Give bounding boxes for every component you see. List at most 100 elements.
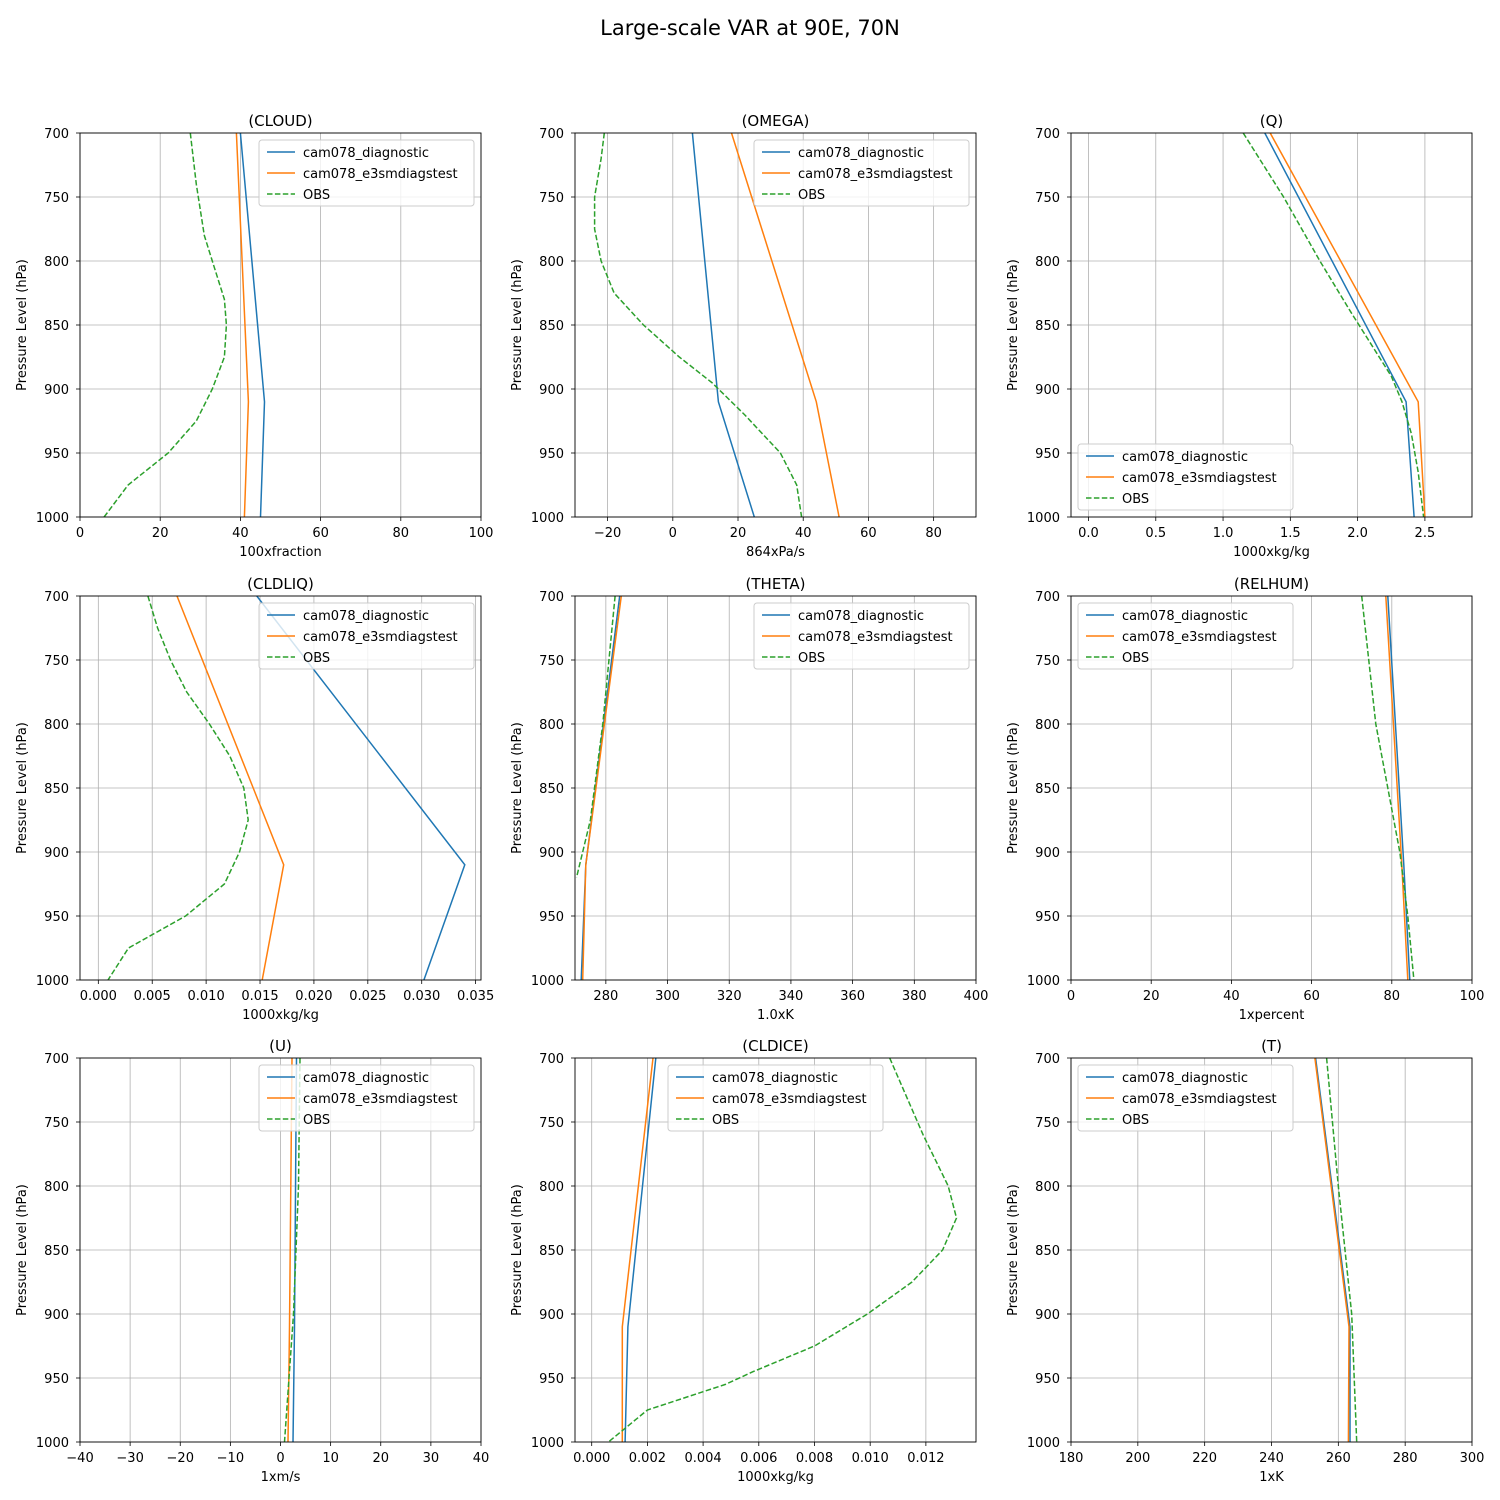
- legend-label: cam078_e3smdiagstest: [1122, 630, 1277, 645]
- legend-label: OBS: [303, 651, 330, 666]
- x-tick-label: 0.006: [740, 1451, 777, 1466]
- x-tick-label: 60: [312, 526, 329, 541]
- subplot-theta: 280 300 320 340 360 380 400 700 750 800 850 900 950 1…: [510, 575, 988, 1023]
- x-tick-label: 100: [1460, 989, 1485, 1004]
- y-tick-label: 850: [539, 782, 564, 797]
- x-tick-label: 40: [232, 526, 249, 541]
- x-tick-label: 300: [1460, 1451, 1485, 1466]
- y-tick-label: 900: [1035, 383, 1060, 398]
- x-tick-label: 80: [1384, 989, 1401, 1004]
- subplot-title: (CLOUD): [248, 112, 312, 130]
- x-tick-label: 0.008: [796, 1451, 833, 1466]
- y-tick-label: 750: [44, 654, 69, 669]
- y-axis-label: Pressure Level (hPa): [510, 1184, 525, 1316]
- subplot-title: (Q): [1260, 112, 1284, 130]
- x-tick-label: 0.000: [80, 989, 117, 1004]
- legend-label: cam078_e3smdiagstest: [303, 167, 458, 182]
- y-tick-label: 1000: [1027, 511, 1060, 526]
- y-tick-label: 1000: [36, 1436, 69, 1451]
- figure-title: Large-scale VAR at 90E, 70N: [600, 16, 900, 40]
- x-axis-label: 1000xkg/kg: [242, 1008, 319, 1023]
- y-tick-label: 700: [1035, 590, 1060, 605]
- x-tick-label: 240: [1259, 1451, 1284, 1466]
- legend-label: cam078_e3smdiagstest: [798, 630, 953, 645]
- x-tick-label: 0.010: [188, 989, 225, 1004]
- subplot-title: (THETA): [746, 575, 806, 593]
- x-tick-label: −20: [167, 1451, 194, 1466]
- x-tick-label: 280: [1393, 1451, 1418, 1466]
- y-tick-label: 1000: [36, 511, 69, 526]
- legend: cam078_diagnostic cam078_e3smdiagstest OBS: [1077, 443, 1294, 511]
- legend-box: [753, 139, 970, 207]
- x-tick-label: 0.025: [349, 989, 386, 1004]
- legend-box: [1077, 1064, 1294, 1132]
- legend-label: cam078_diagnostic: [798, 609, 924, 624]
- series-line-cam078_e3smdiagstest: [730, 133, 840, 517]
- y-tick-label: 1000: [1027, 1436, 1060, 1451]
- subplot-t: 180 200 220 240 260 280 300 700 750 800 850 900 950 1…: [1006, 1037, 1484, 1485]
- x-tick-label: 0.002: [629, 1451, 666, 1466]
- y-tick-label: 950: [1035, 910, 1060, 925]
- x-axis-label: 1xK: [1259, 1470, 1284, 1485]
- x-tick-label: 280: [593, 989, 618, 1004]
- x-tick-label: 0: [76, 526, 84, 541]
- y-tick-label: 950: [1035, 1372, 1060, 1387]
- legend-label: cam078_e3smdiagstest: [303, 630, 458, 645]
- series-line-OBS: [107, 596, 249, 980]
- series-line-cam078_diagnostic: [256, 596, 466, 980]
- y-tick-label: 750: [44, 1116, 69, 1131]
- x-tick-label: −10: [217, 1451, 244, 1466]
- y-tick-label: 800: [1035, 255, 1060, 270]
- x-tick-label: 10: [322, 1451, 339, 1466]
- legend-label: cam078_diagnostic: [303, 1071, 429, 1086]
- x-tick-label: 0.0: [1078, 526, 1099, 541]
- y-tick-label: 700: [1035, 1052, 1060, 1067]
- y-tick-label: 700: [539, 127, 564, 142]
- y-tick-label: 750: [1035, 1116, 1060, 1131]
- x-tick-label: 20: [730, 526, 747, 541]
- y-tick-label: 950: [539, 447, 564, 462]
- x-tick-label: 0.004: [684, 1451, 721, 1466]
- y-tick-label: 700: [44, 1052, 69, 1067]
- x-axis-label: 1xpercent: [1239, 1008, 1305, 1023]
- legend: cam078_diagnostic cam078_e3smdiagstest OBS: [667, 1064, 884, 1132]
- y-tick-label: 800: [539, 718, 564, 733]
- legend-box: [1077, 443, 1294, 511]
- x-tick-label: 2.0: [1347, 526, 1368, 541]
- y-tick-label: 700: [44, 590, 69, 605]
- legend: cam078_diagnostic cam078_e3smdiagstest OBS: [1077, 1064, 1294, 1132]
- legend-label: cam078_diagnostic: [1122, 609, 1248, 624]
- y-tick-label: 800: [44, 718, 69, 733]
- y-tick-label: 850: [539, 319, 564, 334]
- x-axis-label: 864xPa/s: [746, 545, 805, 560]
- x-tick-label: 200: [1125, 1451, 1150, 1466]
- y-tick-label: 900: [44, 846, 69, 861]
- x-tick-label: 400: [964, 989, 989, 1004]
- legend: cam078_diagnostic cam078_e3smdiagstest OBS: [258, 1064, 475, 1132]
- x-tick-label: −40: [66, 1451, 93, 1466]
- legend-label: cam078_diagnostic: [712, 1071, 838, 1086]
- legend-box: [258, 1064, 475, 1132]
- x-tick-label: 0: [1067, 989, 1075, 1004]
- legend-label: OBS: [798, 651, 825, 666]
- legend-label: cam078_e3smdiagstest: [798, 167, 953, 182]
- subplot-omega: −20 0 20 40 60 80 700 750 800 850 900 950 1000 (OMEGA…: [510, 112, 977, 560]
- subplot-cldice: 0.000 0.002 0.004 0.006 0.008 0.010 0.012 700 75…: [510, 1037, 977, 1485]
- legend-box: [667, 1064, 884, 1132]
- series-line-OBS: [575, 596, 616, 878]
- y-tick-label: 850: [539, 1244, 564, 1259]
- series-line-cam078_diagnostic: [239, 133, 266, 517]
- legend-box: [258, 139, 475, 207]
- y-tick-label: 900: [539, 846, 564, 861]
- y-tick-label: 850: [1035, 782, 1060, 797]
- y-tick-label: 700: [44, 127, 69, 142]
- subplot-title: (OMEGA): [742, 112, 810, 130]
- legend-label: OBS: [712, 1113, 739, 1128]
- y-axis-label: Pressure Level (hPa): [510, 722, 525, 854]
- y-tick-label: 750: [539, 654, 564, 669]
- y-tick-label: 750: [1035, 654, 1060, 669]
- legend-label: OBS: [1122, 1113, 1149, 1128]
- y-axis-label: Pressure Level (hPa): [510, 259, 525, 391]
- subplot-title: (U): [269, 1037, 292, 1055]
